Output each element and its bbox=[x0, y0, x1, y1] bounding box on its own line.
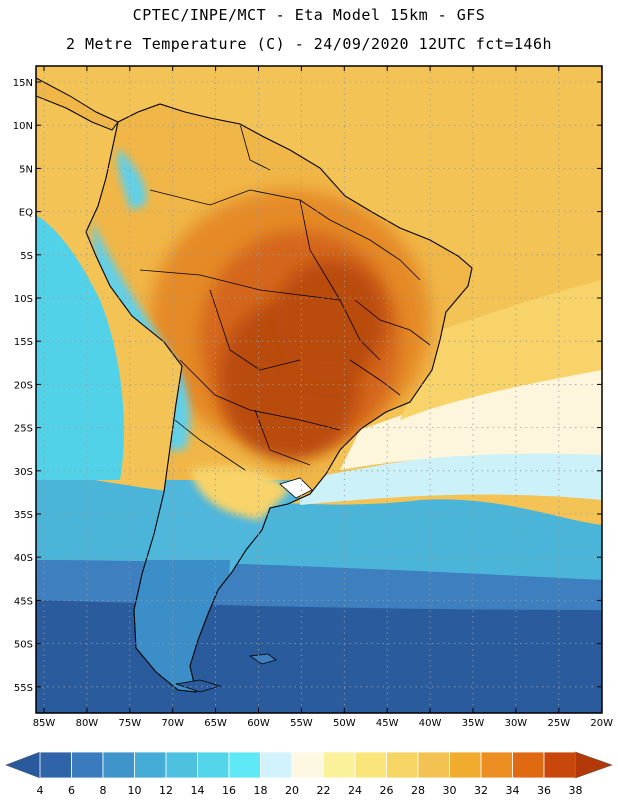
colorbar-box bbox=[512, 751, 545, 779]
colorbar-box bbox=[71, 751, 104, 779]
map-title: CPTEC/INPE/MCT - Eta Model 15km - GFS bbox=[132, 6, 486, 24]
longitude-label: 25W bbox=[547, 718, 570, 729]
ocean-yellow-band bbox=[400, 280, 602, 420]
latitude-label: 25S bbox=[14, 424, 33, 435]
colorbar-box bbox=[543, 751, 576, 779]
colorbar-high-arrow bbox=[575, 751, 613, 779]
colorbar-label: 14 bbox=[191, 784, 205, 797]
longitude-label: 75W bbox=[118, 718, 141, 729]
longitude-label: 20W bbox=[590, 718, 613, 729]
ocean-pacific-cyan bbox=[36, 215, 124, 480]
latitude-label: 35S bbox=[14, 510, 33, 521]
colorbar-box bbox=[291, 751, 324, 779]
colorbar-box bbox=[417, 751, 450, 779]
latitude-label: 5S bbox=[20, 251, 33, 262]
colorbar-label: 26 bbox=[380, 784, 394, 797]
colorbar-labels: 4 6 8 10 12 14 16 18 20 22 24 26 28 30 32 34 36 38 bbox=[37, 784, 583, 797]
latitude-label: 50S bbox=[14, 640, 33, 651]
colorbar-label: 34 bbox=[506, 784, 520, 797]
colorbar-label: 6 bbox=[68, 784, 75, 797]
temperature-map: 15N 10N 5N EQ 5S 10S 15S 20S 25S 30S 35S 40S 45S 50S 5… bbox=[13, 65, 613, 729]
colorbar-boxes bbox=[5, 751, 613, 779]
latitude-label: 15S bbox=[14, 337, 33, 348]
longitude-label: 30W bbox=[505, 718, 528, 729]
ocean-cream-band bbox=[340, 360, 602, 470]
colorbar-box bbox=[323, 751, 356, 779]
latitude-label: 20S bbox=[14, 380, 33, 391]
colorbar-box bbox=[354, 751, 387, 779]
latitude-label: 5N bbox=[19, 164, 33, 175]
colorbar-label: 38 bbox=[569, 784, 583, 797]
longitude-label: 60W bbox=[247, 718, 270, 729]
map-frame bbox=[35, 65, 603, 714]
falklands-land bbox=[248, 653, 277, 665]
colorbar-label: 4 bbox=[37, 784, 44, 797]
longitude-label: 45W bbox=[376, 718, 399, 729]
axis-ticks bbox=[36, 66, 603, 713]
colorbar-box bbox=[228, 751, 261, 779]
colorbar-box bbox=[165, 751, 198, 779]
latitude-label: 55S bbox=[14, 683, 33, 694]
colorbar-box bbox=[260, 751, 293, 779]
land-hottest-east bbox=[275, 260, 385, 380]
colorbar-low-arrow bbox=[5, 751, 41, 779]
central-america-land bbox=[36, 77, 119, 131]
latitude-label: 15N bbox=[13, 78, 33, 89]
land-coastline bbox=[85, 103, 473, 693]
colorbar-label: 18 bbox=[254, 784, 268, 797]
latitude-labels: 15N 10N 5N EQ 5S 10S 15S 20S 25S 30S 35S 40S 45S 50S 5… bbox=[13, 78, 33, 694]
uruguay-cool-pocket bbox=[279, 477, 313, 499]
colorbar-box bbox=[39, 751, 72, 779]
colorbar-box bbox=[386, 751, 419, 779]
colorbar-box bbox=[197, 751, 230, 779]
colorbar-label: 30 bbox=[443, 784, 457, 797]
longitude-label: 85W bbox=[33, 718, 56, 729]
colorbar-box bbox=[449, 751, 482, 779]
colorbar-label: 16 bbox=[222, 784, 236, 797]
colorbar-box bbox=[134, 751, 167, 779]
longitude-labels: 85W 80W 75W 70W 65W 60W 55W 50W 45W 40W 35W 30W 25W 2… bbox=[33, 718, 613, 729]
graticule bbox=[36, 66, 602, 713]
colorbar-box bbox=[102, 751, 135, 779]
colorbar-label: 32 bbox=[474, 784, 488, 797]
colorbar-label: 10 bbox=[128, 784, 142, 797]
colorbar-label: 12 bbox=[159, 784, 173, 797]
colorbar-label: 8 bbox=[100, 784, 107, 797]
colorbar-box bbox=[480, 751, 513, 779]
longitude-label: 70W bbox=[161, 718, 184, 729]
tierra-del-fuego bbox=[175, 679, 222, 693]
andes-cold-strip bbox=[117, 150, 147, 210]
latitude-label: 10S bbox=[14, 294, 33, 305]
colorbar-label: 22 bbox=[317, 784, 331, 797]
latitude-label: EQ bbox=[19, 208, 33, 219]
latitude-label: 45S bbox=[14, 596, 33, 607]
latitude-label: 30S bbox=[14, 467, 33, 478]
pampas-warm bbox=[190, 466, 290, 520]
longitude-label: 40W bbox=[419, 718, 442, 729]
latitude-label: 10N bbox=[13, 121, 33, 132]
colorbar-label: 20 bbox=[285, 784, 299, 797]
country-borders bbox=[139, 123, 431, 471]
ocean-pale-band bbox=[300, 449, 602, 505]
colorbar-label: 24 bbox=[348, 784, 362, 797]
longitude-label: 55W bbox=[290, 718, 313, 729]
colorbar-label: 28 bbox=[411, 784, 425, 797]
colorbar-label: 36 bbox=[537, 784, 551, 797]
longitude-label: 50W bbox=[333, 718, 356, 729]
longitude-label: 35W bbox=[462, 718, 485, 729]
map-subtitle: 2 Metre Temperature (C) - 24/09/2020 12U… bbox=[65, 35, 553, 53]
colorbar: 4 6 8 10 12 14 16 18 20 22 24 26 28 30 32 34 36 38 bbox=[5, 751, 613, 797]
latitude-label: 40S bbox=[14, 553, 33, 564]
longitude-label: 65W bbox=[204, 718, 227, 729]
longitude-label: 80W bbox=[76, 718, 99, 729]
